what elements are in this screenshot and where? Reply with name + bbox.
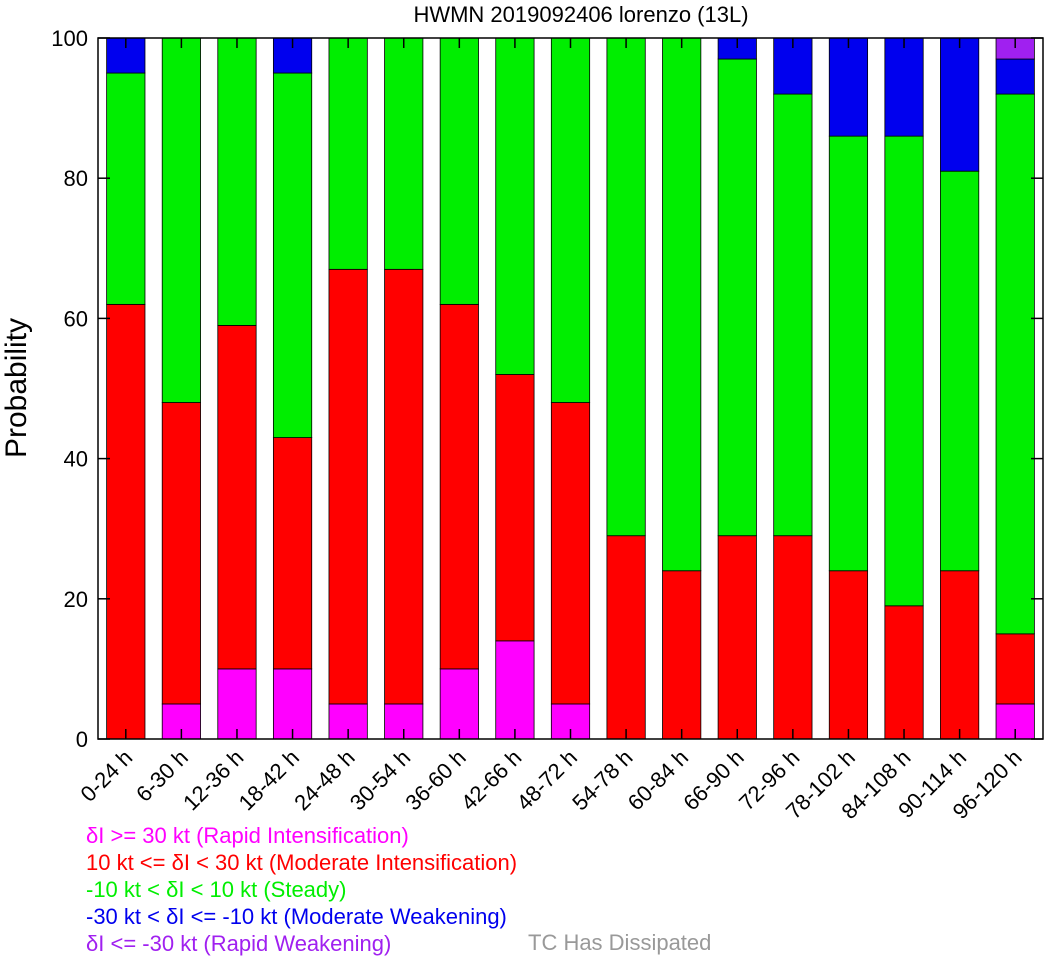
- bar-segment-moderate-intensification: [773, 535, 813, 740]
- bar-segment-steady: [217, 37, 257, 326]
- bar-segment-rapid-intensification: [439, 668, 479, 740]
- bar-segment-steady: [439, 37, 479, 305]
- bar-segment-rapid-intensification: [272, 668, 313, 740]
- plot-frame: [97, 37, 1044, 740]
- x-tick-label: 54-78 h: [567, 745, 637, 815]
- bar-segment-moderate-intensification: [161, 402, 201, 705]
- bar-segment-steady: [161, 37, 201, 403]
- legend-entry-tc-dissipated: TC Has Dissipated: [528, 930, 712, 955]
- bar-segment-moderate-intensification: [217, 325, 257, 670]
- legend: δI >= 30 kt (Rapid Intensification) 10 k…: [86, 822, 517, 957]
- legend-entry-rapid-intensification: δI >= 30 kt (Rapid Intensification): [86, 823, 409, 848]
- bar-segment-steady: [717, 58, 757, 537]
- x-tick-label: 0-24 h: [76, 745, 138, 807]
- bar-segment-steady: [995, 93, 1035, 635]
- bar-segment-moderate-intensification: [884, 605, 924, 740]
- bar-segment-moderate-intensification: [662, 570, 702, 740]
- legend-entry-moderate-intensification: 10 kt <= δI < 30 kt (Moderate Intensific…: [86, 850, 518, 875]
- bar-segment-moderate-intensification: [940, 570, 980, 740]
- chart-title: HWMN 2019092406 lorenzo (13L): [413, 2, 748, 27]
- y-tick-label: 0: [76, 727, 88, 752]
- x-tick-label: 30-54 h: [345, 745, 415, 815]
- legend-entry-steady: -10 kt < δI < 10 kt (Steady): [86, 877, 347, 902]
- x-tick-label: 36-60 h: [400, 745, 470, 815]
- bar-segment-moderate-intensification: [495, 374, 535, 642]
- y-axis-label: Probability: [0, 318, 33, 458]
- y-tick-label: 60: [64, 306, 88, 331]
- bar-segment-steady: [606, 37, 646, 537]
- bar-segment-moderate-intensification: [550, 402, 591, 705]
- bar-segment-moderate-intensification: [828, 570, 869, 740]
- bars-group: [106, 37, 1035, 740]
- y-tick-label: 100: [51, 26, 88, 51]
- bar-segment-moderate-intensification: [606, 535, 646, 740]
- bar-segment-moderate-intensification: [106, 303, 146, 740]
- bar-segment-steady: [328, 37, 368, 270]
- y-tick-label: 20: [64, 587, 88, 612]
- bar-segment-steady: [884, 135, 924, 607]
- bar-segment-moderate-weakening: [884, 37, 924, 137]
- bar-segment-steady: [940, 170, 980, 572]
- bar-segment-steady: [384, 37, 424, 270]
- bar-segment-steady: [828, 135, 869, 572]
- x-tick-label: 60-84 h: [623, 745, 693, 815]
- x-tick-label: 24-48 h: [289, 745, 359, 815]
- bar-segment-steady: [106, 72, 146, 305]
- x-tick-label: 48-72 h: [512, 745, 582, 815]
- x-tick-label: 12-36 h: [178, 745, 248, 815]
- legend-entry-rapid-weakening: δI <= -30 kt (Rapid Weakening): [86, 931, 392, 956]
- legend-entry-moderate-weakening: -30 kt < δI <= -10 kt (Moderate Weakenin…: [86, 904, 507, 929]
- bar-segment-steady: [550, 37, 591, 403]
- bar-segment-steady: [272, 72, 313, 438]
- y-tick-label: 40: [64, 447, 88, 472]
- bar-segment-steady: [662, 37, 702, 572]
- y-axis-ticks: 0 20 40 60 80 100: [51, 26, 1043, 752]
- bar-segment-rapid-intensification: [495, 640, 535, 740]
- bar-segment-moderate-intensification: [995, 633, 1035, 705]
- bar-segment-moderate-intensification: [439, 303, 479, 670]
- y-tick-label: 80: [64, 166, 88, 191]
- bar-segment-moderate-intensification: [717, 535, 757, 740]
- bar-segment-rapid-intensification: [217, 668, 257, 740]
- bar-segment-moderate-intensification: [272, 437, 313, 670]
- bar-segment-moderate-weakening: [995, 58, 1035, 95]
- x-tick-label: 18-42 h: [234, 745, 304, 815]
- bar-segment-steady: [495, 37, 535, 375]
- x-tick-label: 42-66 h: [456, 745, 526, 815]
- bar-segment-steady: [773, 93, 813, 537]
- x-tick-label: 66-90 h: [678, 745, 748, 815]
- bar-segment-moderate-weakening: [828, 37, 869, 137]
- bar-segment-moderate-intensification: [384, 268, 424, 705]
- bar-segment-moderate-weakening: [940, 37, 980, 172]
- bar-segment-moderate-intensification: [328, 268, 368, 705]
